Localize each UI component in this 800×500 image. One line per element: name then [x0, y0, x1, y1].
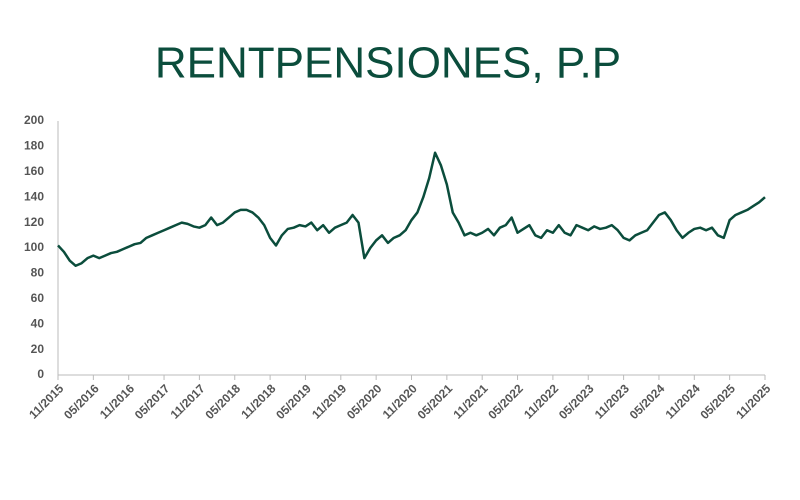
- x-tick-label: 11/2024: [663, 381, 703, 421]
- x-tick-label: 11/2020: [380, 381, 420, 421]
- y-tick-label: 80: [31, 266, 45, 280]
- x-tick-label: 11/2022: [521, 381, 561, 421]
- y-tick-label: 140: [24, 189, 44, 203]
- x-tick-label: 11/2021: [450, 381, 490, 421]
- x-tick-label: 11/2017: [168, 381, 208, 421]
- x-tick-label: 11/2016: [97, 381, 137, 421]
- x-tick-label: 05/2024: [627, 381, 668, 422]
- x-tick-label: 05/2018: [203, 381, 244, 422]
- chart-title: RENTPENSIONES, P.P: [155, 39, 621, 88]
- x-tick-label: 05/2022: [485, 381, 526, 422]
- y-tick-label: 180: [24, 139, 44, 153]
- x-tick-label: 11/2025: [733, 381, 773, 421]
- x-tick-label: 05/2025: [697, 381, 738, 422]
- x-tick-label: 11/2023: [592, 381, 632, 421]
- x-tick-label: 05/2016: [61, 381, 102, 422]
- y-tick-label: 0: [37, 367, 44, 381]
- y-tick-label: 120: [24, 215, 44, 229]
- x-tick-label: 05/2019: [273, 381, 314, 422]
- y-tick-label: 200: [24, 113, 44, 127]
- y-tick-label: 60: [31, 291, 45, 305]
- x-tick-label: 05/2023: [556, 381, 597, 422]
- x-tick-label: 05/2021: [415, 381, 456, 422]
- y-tick-label: 160: [24, 164, 44, 178]
- y-tick-label: 20: [31, 342, 45, 356]
- x-tick-label: 11/2018: [238, 381, 278, 421]
- line: [57, 151, 766, 268]
- x-tick-label: 11/2015: [26, 381, 66, 421]
- y-tick-label: 100: [24, 240, 44, 254]
- x-tick-label: 05/2020: [344, 381, 385, 422]
- x-tick-label: 11/2019: [309, 381, 349, 421]
- y-tick-label: 40: [31, 316, 45, 330]
- x-tick-label: 05/2017: [132, 381, 173, 422]
